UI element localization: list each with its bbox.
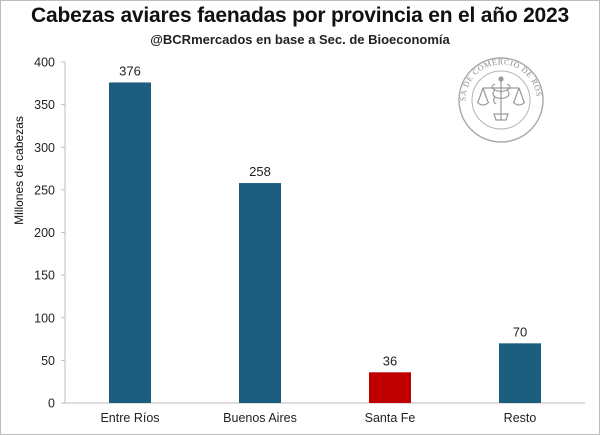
chart-title: Cabezas aviares faenadas por provincia e… xyxy=(31,4,569,27)
bar-value-label: 376 xyxy=(119,63,141,78)
y-tick-label: 50 xyxy=(41,354,55,368)
y-tick-label: 100 xyxy=(34,311,55,325)
bar-value-label: 36 xyxy=(383,353,397,368)
x-category-label: Entre Ríos xyxy=(100,411,159,425)
y-tick-label: 400 xyxy=(34,56,55,70)
y-tick-label: 300 xyxy=(34,141,55,155)
bar-3 xyxy=(499,343,541,403)
caduceus-scales-icon xyxy=(476,76,526,121)
y-tick-label: 250 xyxy=(34,183,55,197)
y-tick-label: 350 xyxy=(34,98,55,112)
x-category-label: Buenos Aires xyxy=(223,411,297,425)
y-axis-title: Millones de cabezas xyxy=(12,116,26,225)
axes: 0 50 100 150 200 250 300 350 400 Millones de cabe… xyxy=(12,56,585,411)
x-category-label: Santa Fe xyxy=(365,411,416,425)
bar-2 xyxy=(369,372,411,403)
y-tick-label: 200 xyxy=(34,226,55,240)
seal-inner-ring xyxy=(471,70,531,130)
y-tick-label: 0 xyxy=(48,397,55,411)
bcr-seal-logo: BOLSA DE COMERCIO DE ROSARIO xyxy=(458,57,544,143)
bar-value-label: 70 xyxy=(513,324,527,339)
x-category-label: Resto xyxy=(504,411,537,425)
bar-0 xyxy=(109,82,151,404)
y-tick-label: 150 xyxy=(34,269,55,283)
bar-1 xyxy=(239,183,281,403)
chart-subtitle: @BCRmercados en base a Sec. de Bioeconom… xyxy=(150,32,450,47)
bar-value-label: 258 xyxy=(249,164,271,179)
bars: 376 Entre Ríos 258 Buenos Aires 36 Santa Fe 70… xyxy=(100,63,541,425)
